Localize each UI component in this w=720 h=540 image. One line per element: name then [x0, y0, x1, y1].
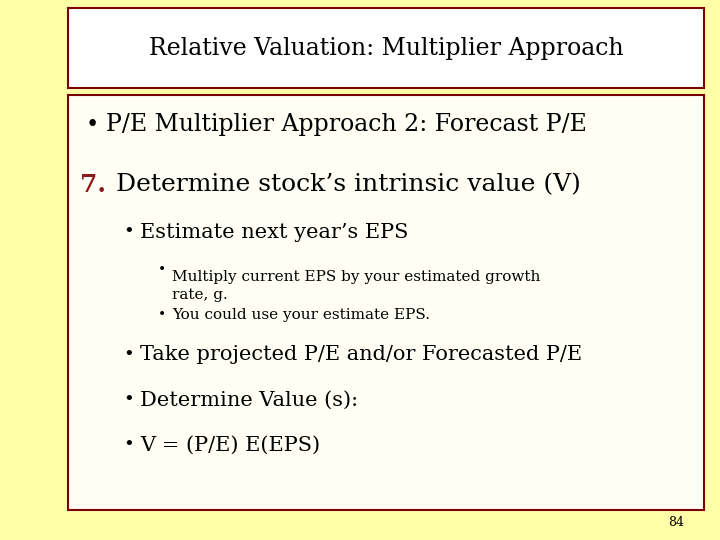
Text: Estimate next year’s EPS: Estimate next year’s EPS — [140, 222, 408, 241]
Text: Determine Value (s):: Determine Value (s): — [140, 390, 358, 409]
Text: Take projected P/E and/or Forecasted P/E: Take projected P/E and/or Forecasted P/E — [140, 346, 582, 365]
Text: •: • — [123, 346, 134, 364]
Text: •: • — [123, 391, 134, 409]
Text: •: • — [158, 263, 166, 277]
Text: •: • — [158, 308, 166, 322]
Text: P/E Multiplier Approach 2: Forecast P/E: P/E Multiplier Approach 2: Forecast P/E — [106, 113, 587, 137]
Text: Determine stock’s intrinsic value (V): Determine stock’s intrinsic value (V) — [116, 173, 581, 197]
Text: Multiply current EPS by your estimated growth
rate, g.: Multiply current EPS by your estimated g… — [172, 270, 541, 302]
Text: •: • — [123, 436, 134, 454]
Text: You could use your estimate EPS.: You could use your estimate EPS. — [172, 308, 430, 322]
Text: •: • — [123, 223, 134, 241]
Text: 7.: 7. — [80, 173, 106, 197]
Text: V = (P/E) E(EPS): V = (P/E) E(EPS) — [140, 435, 320, 455]
Text: •: • — [86, 114, 99, 136]
Text: 84: 84 — [668, 516, 684, 529]
Text: Relative Valuation: Multiplier Approach: Relative Valuation: Multiplier Approach — [149, 37, 624, 59]
